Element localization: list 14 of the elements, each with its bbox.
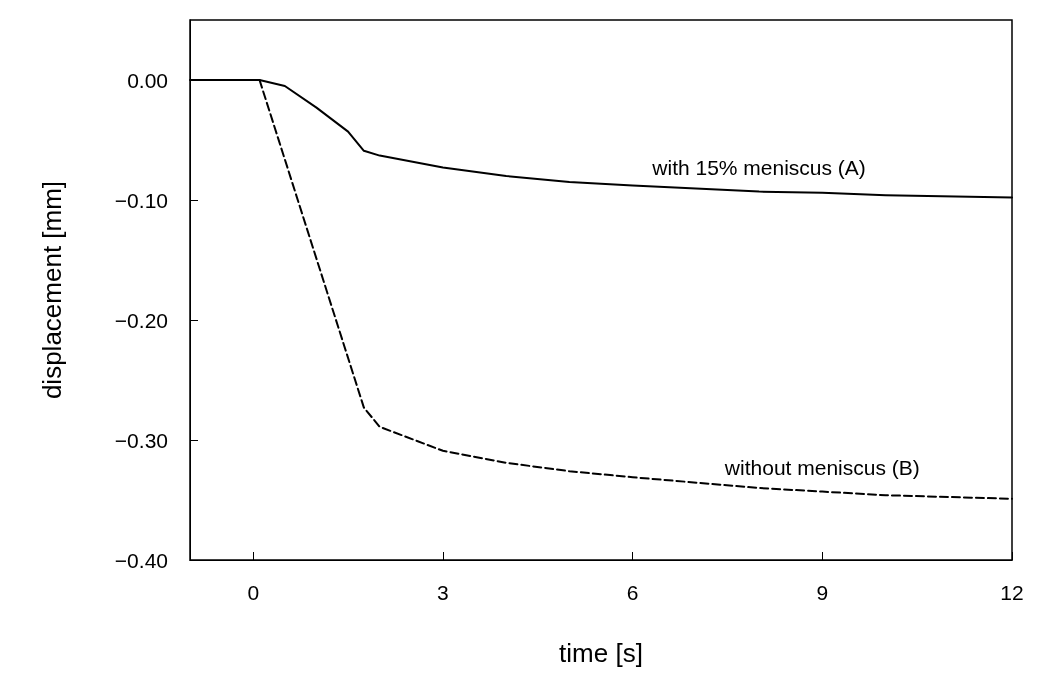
x-tick-label: 6 [626,581,639,604]
y-axis-title: displacement [mm] [37,180,67,400]
x-tick-label: 9 [816,581,829,604]
y-tick-label: 0.00 [127,68,168,92]
y-tick-label: −0.10 [114,188,168,212]
series-label: with 15% meniscus (A) [651,155,866,179]
y-tick-label: −0.20 [114,308,168,332]
y-tick-label: −0.30 [114,428,168,452]
x-tick-label: 0 [247,581,260,604]
y-tick-label: −0.40 [114,548,168,572]
x-axis-title: time [s] [559,638,643,668]
series-label: without meniscus (B) [723,455,920,479]
x-tick-label: 3 [437,581,449,604]
x-tick-label: 12 [1000,581,1024,604]
